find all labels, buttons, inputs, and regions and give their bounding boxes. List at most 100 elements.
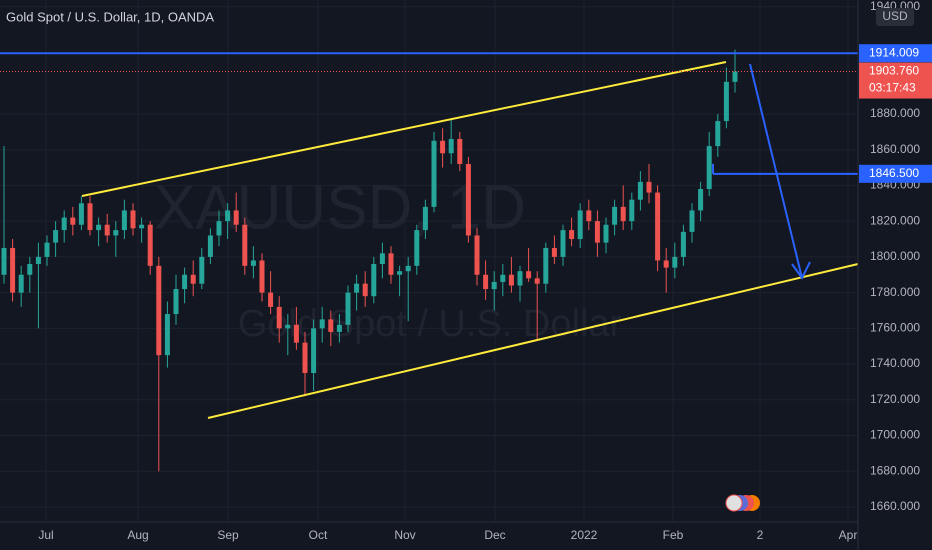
candle-body [612,206,618,225]
candle-body [293,324,299,343]
upper-trendline [81,61,727,197]
currency-badge [876,8,914,26]
candle-body [397,271,403,275]
candle-body [18,274,24,293]
candle-body [732,71,738,82]
candle-body [440,140,446,154]
candle-body [483,274,489,290]
candle-body [173,289,179,315]
y-tick-label: 1860.000 [870,142,920,156]
level-label: 1846.500 [869,166,919,180]
candle-body [560,230,566,257]
watermark: XAUUSD, 1D [154,173,526,242]
candle-body [354,283,360,293]
candle-body [465,163,471,236]
candle-body [156,265,162,356]
candle-body [646,181,652,193]
candle-body [543,247,549,284]
events-icon [725,494,760,512]
y-tick-label: 1820.000 [870,213,920,227]
candle-body [457,138,463,164]
candle-body [474,235,480,275]
currency-label: USD [882,9,908,23]
candle-body [1,247,7,275]
candle-body [655,192,661,261]
candle-body [311,328,317,374]
level-label: 1914.009 [869,45,919,59]
y-tick-label: 1880.000 [870,106,920,120]
x-tick-label: Aug [127,528,148,542]
candle-body [405,265,411,272]
candle-body [225,210,231,222]
candle-body [164,314,170,356]
candle-body [96,224,102,231]
lower-trendline [207,263,859,419]
candle-body [698,189,704,211]
candle-body [551,247,557,257]
candle-body [53,230,59,243]
candle-body [233,210,239,225]
candle-body [207,235,213,257]
candle-body [190,274,196,284]
candle-body [139,224,145,229]
candle-body [706,146,712,190]
candle-body [113,230,119,236]
x-tick-label: Sep [217,528,239,542]
last-price-label: 1903.760 [869,64,919,78]
candle-body [431,140,437,207]
x-tick-label: Nov [394,528,415,542]
y-tick-label: 1720.000 [870,392,920,406]
y-tick-label: 1660.000 [870,499,920,513]
candle-body [448,138,454,154]
y-tick-label: 1680.000 [870,463,920,477]
candle-body [328,319,334,332]
candle-body [663,260,669,268]
candle-body [371,264,377,297]
candle-body [620,206,626,222]
candle-body [723,81,729,122]
candle-body [689,210,695,232]
candle-body [199,256,205,284]
candle-body [78,203,84,225]
candle-body [500,274,506,282]
candle-body [104,224,110,236]
price-badge [859,44,932,63]
price-badge [859,62,932,99]
candle-body [61,217,67,231]
candle-body [216,221,222,236]
candle-body [259,260,265,293]
candle-body [336,324,342,332]
candle-body [508,274,514,286]
candle-body [715,121,721,147]
candle-body [586,210,592,222]
y-tick-label: 1740.000 [870,356,920,370]
candle-body [130,210,136,229]
candle-body [388,253,394,275]
countdown-label: 03:17:43 [869,81,916,95]
candle-body [603,224,609,243]
candle-body [637,181,643,200]
candle-body [672,256,678,268]
candle-body [121,210,127,231]
price-badge [859,164,932,183]
x-tick-label: Jul [38,528,53,542]
candle-body [534,278,540,284]
candle-body [594,221,600,243]
candle-body [44,242,50,257]
grid [0,0,858,522]
watermark-sub: Gold Spot / U.S. Dollar [238,303,623,345]
candle-body [276,306,282,329]
candle-body [569,230,575,240]
chart-title: Gold Spot / U.S. Dollar, 1D, OANDA [6,9,214,24]
x-tick-label: 2022 [571,528,598,542]
candle-body [629,199,635,222]
x-tick-label: Apr [839,528,858,542]
candle-body [319,319,325,329]
y-tick-label: 1780.000 [870,285,920,299]
candle-body [491,281,497,290]
candle-body [70,217,76,225]
x-tick-label: 2 [757,528,764,542]
candles [1,49,738,472]
candle-body [414,230,420,266]
